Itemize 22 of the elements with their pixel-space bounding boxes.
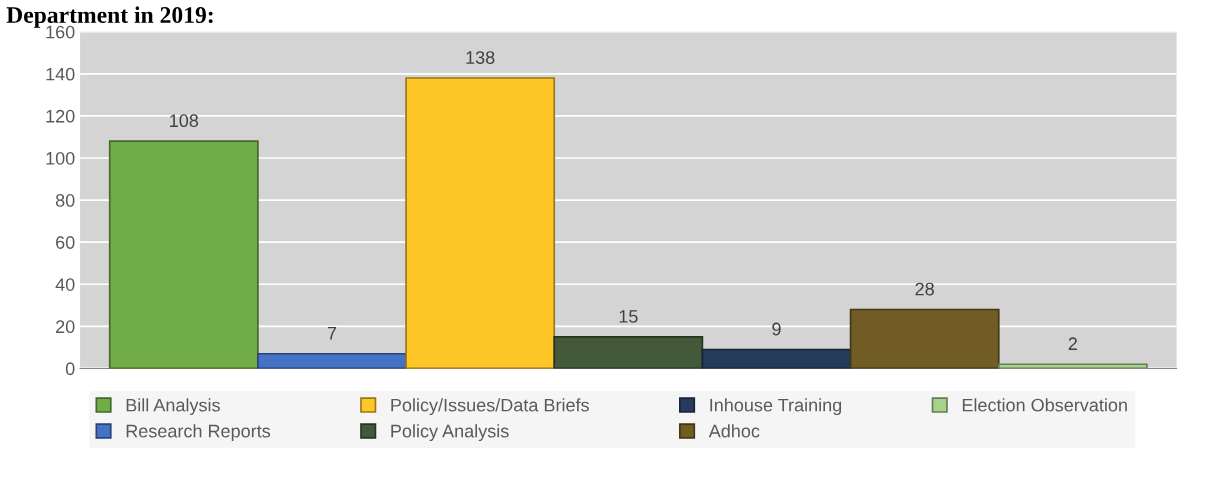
data-label: 108 bbox=[170, 114, 199, 128]
y-tick-label: 100 bbox=[46, 151, 75, 165]
data-label: 138 bbox=[466, 51, 495, 64]
y-tick-label: 40 bbox=[55, 278, 75, 291]
data-label: 15 bbox=[619, 310, 638, 323]
legend-label: Election Observation bbox=[962, 398, 1127, 412]
legend-label: Policy/Issues/Data Briefs bbox=[391, 398, 589, 416]
legend-label: Bill Analysis bbox=[126, 398, 220, 416]
y-tick-label: 80 bbox=[55, 194, 75, 207]
legend-label: Research Reports bbox=[126, 424, 271, 442]
data-label: 28 bbox=[915, 282, 934, 296]
y-tick-label: 120 bbox=[46, 109, 75, 123]
legend-label: Policy Analysis bbox=[391, 424, 509, 442]
data-label: 7 bbox=[327, 327, 337, 340]
legend-label: Adhoc bbox=[708, 424, 760, 438]
data-label: 9 bbox=[772, 322, 781, 336]
data-label: 2 bbox=[1068, 337, 1077, 350]
y-tick-label: 20 bbox=[56, 320, 75, 334]
y-tick-label: 140 bbox=[46, 67, 75, 81]
y-tick-label: 60 bbox=[56, 236, 75, 249]
y-tick-label: 0 bbox=[65, 362, 75, 376]
legend-label: Inhouse Training bbox=[710, 398, 842, 416]
